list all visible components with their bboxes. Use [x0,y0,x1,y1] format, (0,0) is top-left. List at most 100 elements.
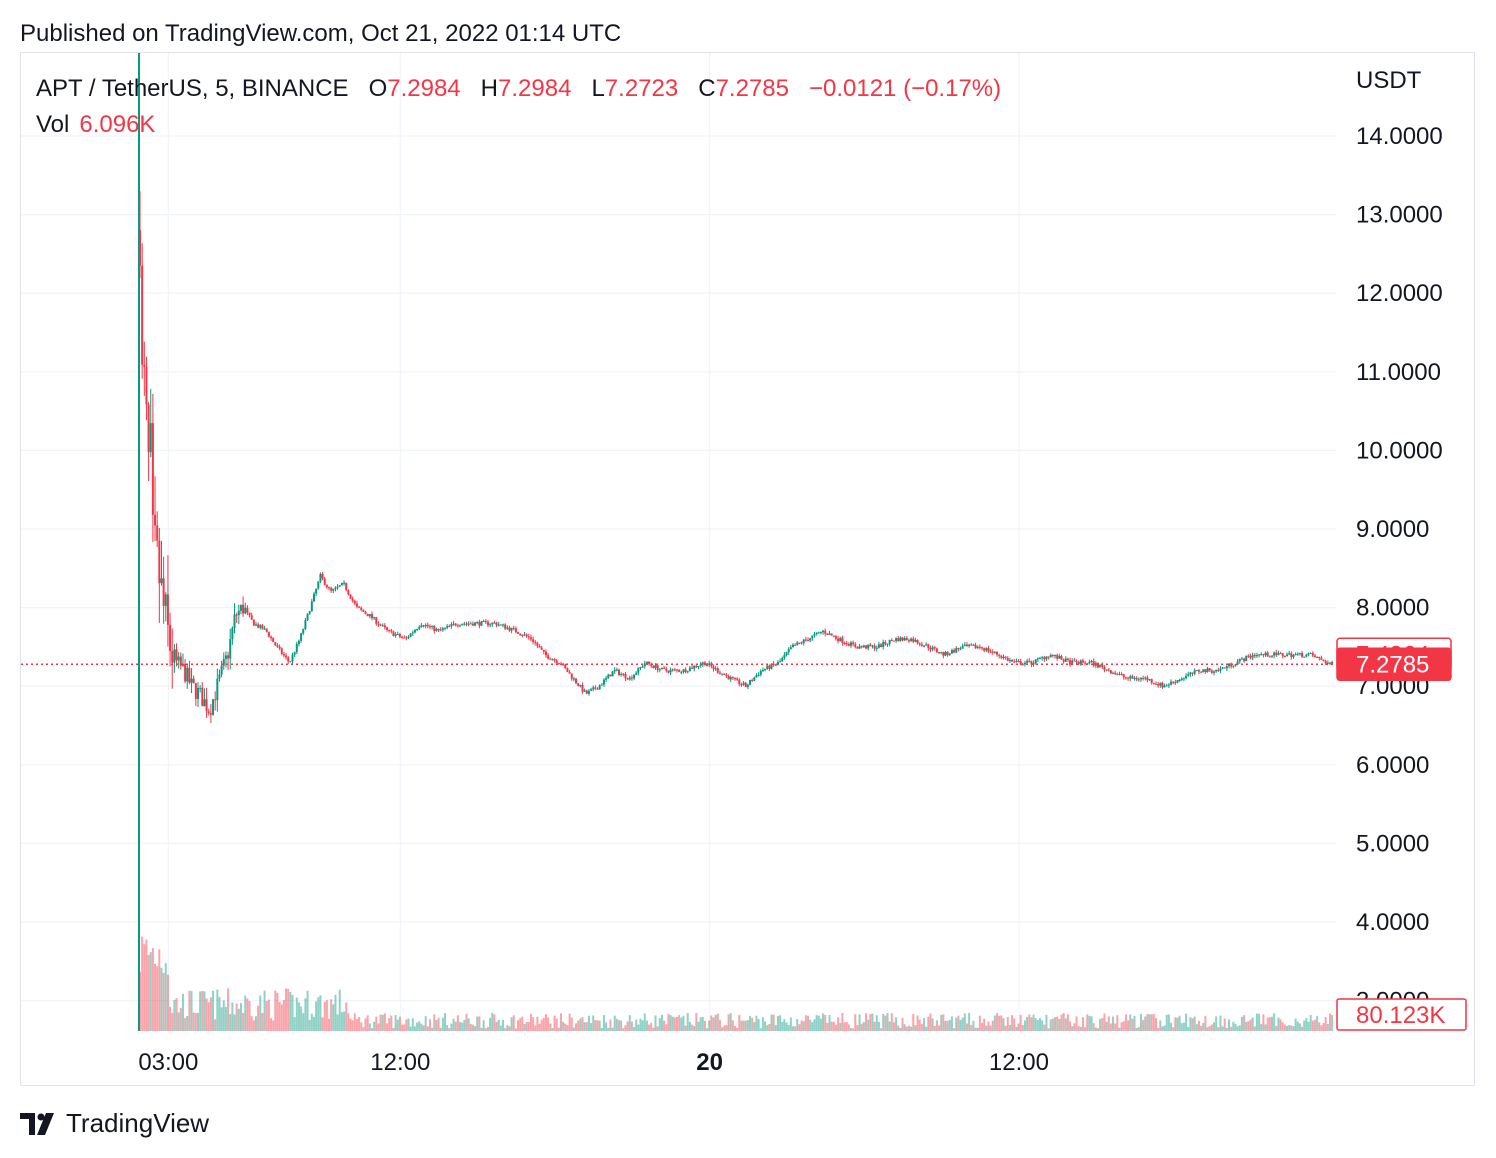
volume-bar [252,1020,255,1031]
candle-body [334,587,337,589]
volume-legend[interactable]: Vol 6.096K [36,111,155,139]
candle-body [974,644,977,649]
candle-body [772,663,775,665]
candle-body [963,644,966,646]
volume-bar [1324,1017,1327,1031]
candle-body [224,655,227,659]
volume-bar [811,1022,814,1031]
candle-body [527,636,530,638]
candle-body [742,682,745,685]
volume-bar [699,1017,702,1031]
candle-body [1251,655,1254,658]
candle-body [542,649,545,652]
candle-body [656,665,659,671]
grid-layer [21,53,1336,1031]
candle-body [377,623,380,625]
candle-body [693,665,696,669]
candle-body [1103,666,1106,670]
volume-bar [349,1018,352,1031]
volume-bar [865,1013,868,1031]
candle-body [1301,653,1304,657]
volume-bar [514,1028,517,1031]
candle-body [987,648,990,652]
candle-body [289,661,292,663]
volume-bar [188,990,191,1031]
candle-body [186,667,189,682]
volume-bar [422,1025,425,1031]
candle-body [781,658,784,662]
volume-bar [817,1015,820,1031]
volume-bar [478,1016,481,1031]
candle-body [1006,657,1009,661]
volume-bar [1094,1027,1097,1031]
volume-bar [1208,1026,1211,1031]
volume-bar [671,1016,674,1031]
candle-body [708,663,711,665]
volume-bar [207,1002,210,1031]
volume-bar [502,1019,505,1031]
volume-bar [785,1022,788,1031]
candle-body [731,676,734,678]
volume-bar [1142,1020,1145,1031]
candle-body [252,619,255,626]
candle-body [534,641,537,643]
volume-bar [766,1025,769,1031]
symbol-name[interactable]: APT / TetherUS, 5, BINANCE [36,75,349,102]
volume-bar [557,1027,560,1031]
volume-bar [461,1022,464,1031]
candle-body [824,630,827,634]
candle-body [907,640,910,642]
candle-body [725,674,728,676]
candle-body [639,666,642,668]
volume-bar [1015,1026,1018,1031]
volume-bar [1294,1018,1297,1031]
candle-body [972,644,975,646]
volume-bar [1146,1014,1149,1031]
candle-body [529,637,532,640]
candle-body [158,540,161,584]
candle-body [1099,665,1102,668]
volume-bar [285,988,288,1031]
volume-bar [660,1014,663,1031]
volume-bar [678,1015,681,1031]
candle-body [1247,655,1250,657]
volume-bar [1232,1021,1235,1031]
chart-frame[interactable] [20,52,1475,1086]
volume-bar [1114,1023,1117,1031]
volume-bar [450,1023,453,1031]
tradingview-logo[interactable]: TradingView [20,1108,209,1139]
volume-bar [590,1023,593,1031]
volume-bar [1073,1023,1076,1031]
volume-bar [905,1026,908,1031]
candle-body [1262,654,1265,656]
candle-body [1056,655,1059,659]
candle-body [242,604,245,614]
symbol-legend[interactable]: APT / TetherUS, 5, BINANCE O7.2984 H7.29… [36,75,1001,103]
volume-bar [815,1015,818,1031]
candle-body [1137,679,1140,681]
candle-body [744,682,747,687]
volume-bar [368,1023,371,1031]
candle-body [154,514,157,526]
candle-body [1313,655,1316,658]
candle-body [1298,653,1301,655]
candle-body [1146,677,1149,681]
volume-bar [1281,1022,1284,1031]
candle-body [583,690,586,692]
candle-body [173,649,176,663]
volume-bar [454,1021,457,1031]
candle-body [231,627,234,640]
volume-bar [411,1018,414,1031]
volume-bar [1041,1020,1044,1031]
candle-body [1133,677,1136,679]
candle-body [607,674,610,678]
candle-body [1047,656,1050,658]
volume-bar [918,1019,921,1031]
volume-bar [602,1015,605,1031]
candle-body [1039,658,1042,660]
volume-bar [1266,1017,1269,1031]
volume-bar [1122,1021,1125,1031]
candle-body [257,624,260,628]
candle-body [332,588,335,591]
